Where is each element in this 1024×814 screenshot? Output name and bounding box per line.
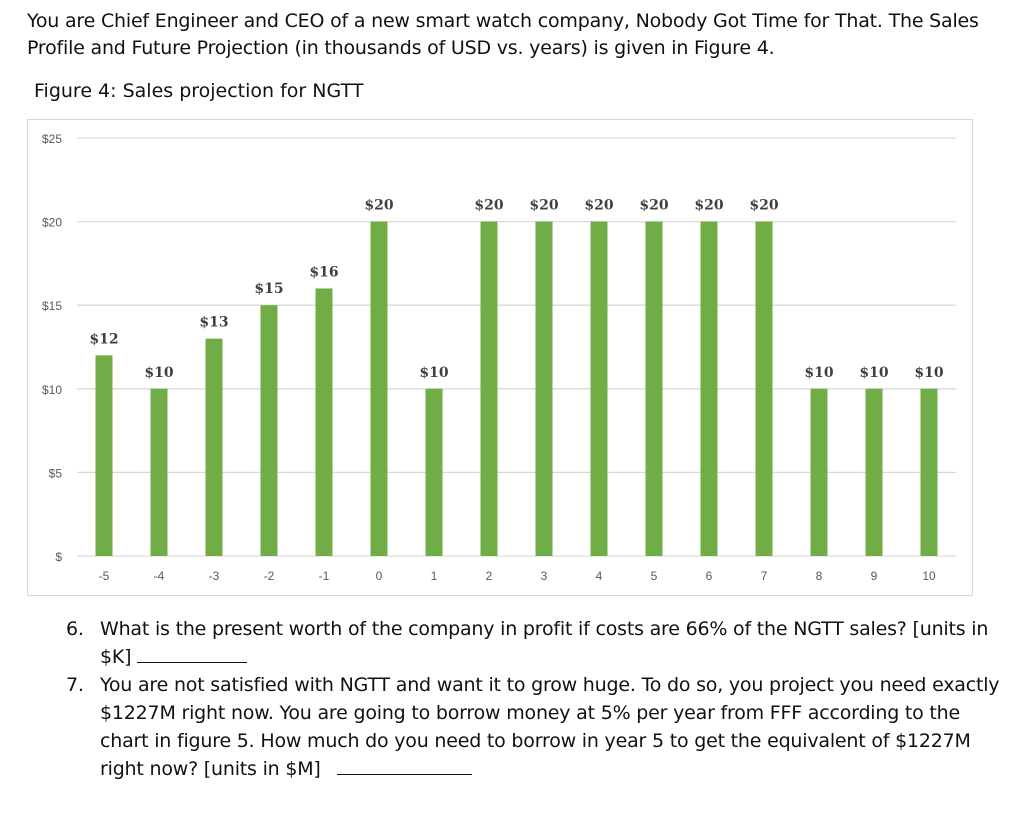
answer-blank-6[interactable] <box>137 644 248 663</box>
figure-caption: Figure 4: Sales projection for NGTT <box>34 80 364 102</box>
questions-list: 6. What is the present worth of the comp… <box>66 615 1006 783</box>
answer-blank-7[interactable] <box>336 756 472 775</box>
question-text: You are not satisfied with NGTT and want… <box>100 674 1000 780</box>
question-number: 6. <box>66 618 84 640</box>
question-number: 7. <box>66 674 84 696</box>
question-6: 6. What is the present worth of the comp… <box>66 615 1006 671</box>
intro-paragraph: You are Chief Engineer and CEO of a new … <box>27 10 979 59</box>
question-7: 7. You are not satisfied with NGTT and w… <box>66 671 1006 783</box>
question-text: What is the present worth of the company… <box>100 618 989 668</box>
chart-frame <box>27 119 973 596</box>
